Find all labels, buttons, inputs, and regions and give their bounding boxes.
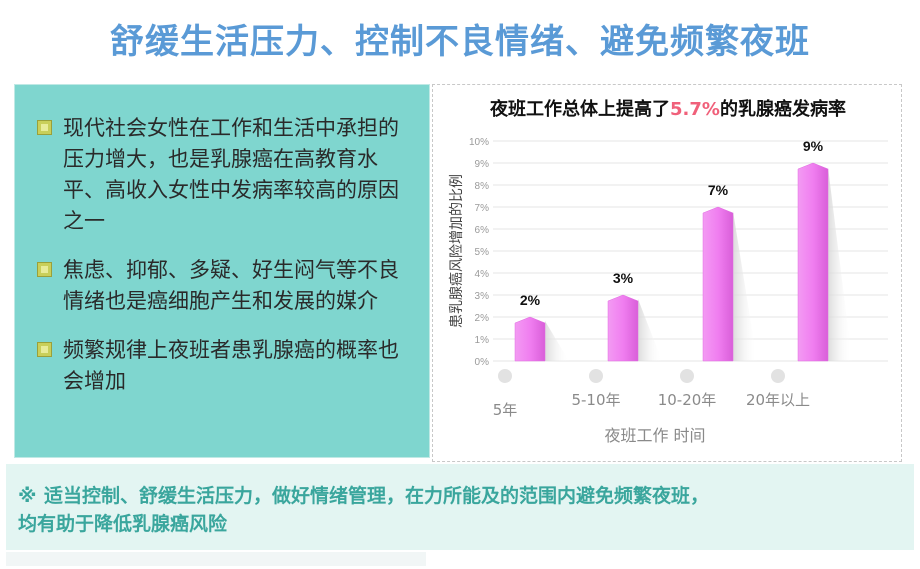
bullet-text: 现代社会女性在工作和生活中承担的压力增大，也是乳腺癌在高教育水平、高收入女性中发… — [63, 116, 399, 233]
note-text-2: 均有助于降低乳腺癌风险 — [18, 513, 228, 535]
note-line-1: ※ 适当控制、舒缓生活压力，做好情绪管理，在力所能及的范围内避免频繁夜班， — [18, 482, 904, 510]
bullet-icon — [37, 342, 52, 357]
bar-shadow — [828, 167, 852, 361]
page-title: 舒缓生活压力、控制不良情绪、避免频繁夜班 — [110, 22, 810, 62]
x-tick-label: 20年以上 — [746, 391, 810, 409]
chart-panel: 夜班工作总体上提高了5.7%的乳腺癌发病率 0% 1% 2% 3% 4% 5% 6% 7% 8%… — [432, 84, 902, 462]
list-item: 焦虑、抑郁、多疑、好生闷气等不良情绪也是癌细胞产生和发展的媒介 — [37, 255, 415, 317]
y-axis-label: 患乳腺癌风险增加的比例 — [449, 174, 465, 328]
chart-title-prefix: 夜班工作总体上提高了 — [490, 99, 671, 120]
y-tick-label: 10% — [469, 137, 489, 148]
chart-title-highlight: 5.7% — [670, 99, 720, 120]
bar — [702, 206, 734, 362]
bar — [514, 316, 546, 362]
chart-title-suffix: 的乳腺癌发病率 — [719, 99, 846, 120]
data-label: 7% — [708, 182, 729, 198]
x-tick-label: 5-10年 — [571, 391, 620, 409]
x-tick-label: 5年 — [493, 401, 518, 419]
y-tick-label: 0% — [475, 357, 490, 368]
x-tick-label: 10-20年 — [658, 391, 717, 409]
data-label: 3% — [613, 270, 634, 286]
bar-shadow — [638, 299, 662, 361]
bar-shadow — [733, 211, 757, 361]
axis-marker — [589, 369, 603, 383]
bullet-text: 焦虑、抑郁、多疑、好生闷气等不良情绪也是癌细胞产生和发展的媒介 — [63, 258, 399, 313]
note-symbol: ※ — [18, 485, 37, 507]
bar-shadow — [545, 321, 569, 361]
chart-title: 夜班工作总体上提高了5.7%的乳腺癌发病率 — [433, 95, 903, 121]
y-tick-label: 4% — [475, 269, 490, 280]
note-text-1: 适当控制、舒缓生活压力，做好情绪管理，在力所能及的范围内避免频繁夜班， — [44, 485, 710, 507]
y-tick-label: 7% — [475, 203, 490, 214]
list-item: 频繁规律上夜班者患乳腺癌的概率也会增加 — [37, 335, 415, 397]
x-axis-label: 夜班工作 时间 — [604, 426, 705, 445]
header: 舒缓生活压力、控制不良情绪、避免频繁夜班 — [0, 0, 920, 78]
y-tick-label: 2% — [475, 313, 490, 324]
y-tick-label: 1% — [475, 335, 490, 346]
y-tick-label: 8% — [475, 181, 490, 192]
summary-note: ※ 适当控制、舒缓生活压力，做好情绪管理，在力所能及的范围内避免频繁夜班， 均有助… — [6, 464, 914, 550]
y-tick-label: 3% — [475, 291, 490, 302]
left-panel: 现代社会女性在工作和生活中承担的压力增大，也是乳腺癌在高教育水平、高收入女性中发… — [14, 84, 430, 458]
axis-marker — [498, 369, 512, 383]
axis-marker — [771, 369, 785, 383]
bar — [797, 162, 829, 362]
bar — [607, 294, 639, 362]
footer-strip — [6, 552, 426, 566]
data-label: 9% — [803, 138, 824, 154]
bar-chart: 0% 1% 2% 3% 4% 5% 6% 7% 8% 9% 10% 患乳腺癌风险增加的比例 2% 3% 7%… — [449, 137, 888, 445]
bullet-icon — [37, 120, 52, 135]
data-label: 2% — [520, 292, 541, 308]
y-tick-label: 5% — [475, 247, 490, 258]
y-tick-label: 9% — [475, 159, 490, 170]
y-tick-label: 6% — [475, 225, 490, 236]
list-item: 现代社会女性在工作和生活中承担的压力增大，也是乳腺癌在高教育水平、高收入女性中发… — [37, 113, 415, 237]
axis-marker — [680, 369, 694, 383]
bullet-text: 频繁规律上夜班者患乳腺癌的概率也会增加 — [63, 338, 399, 393]
bullet-icon — [37, 262, 52, 277]
